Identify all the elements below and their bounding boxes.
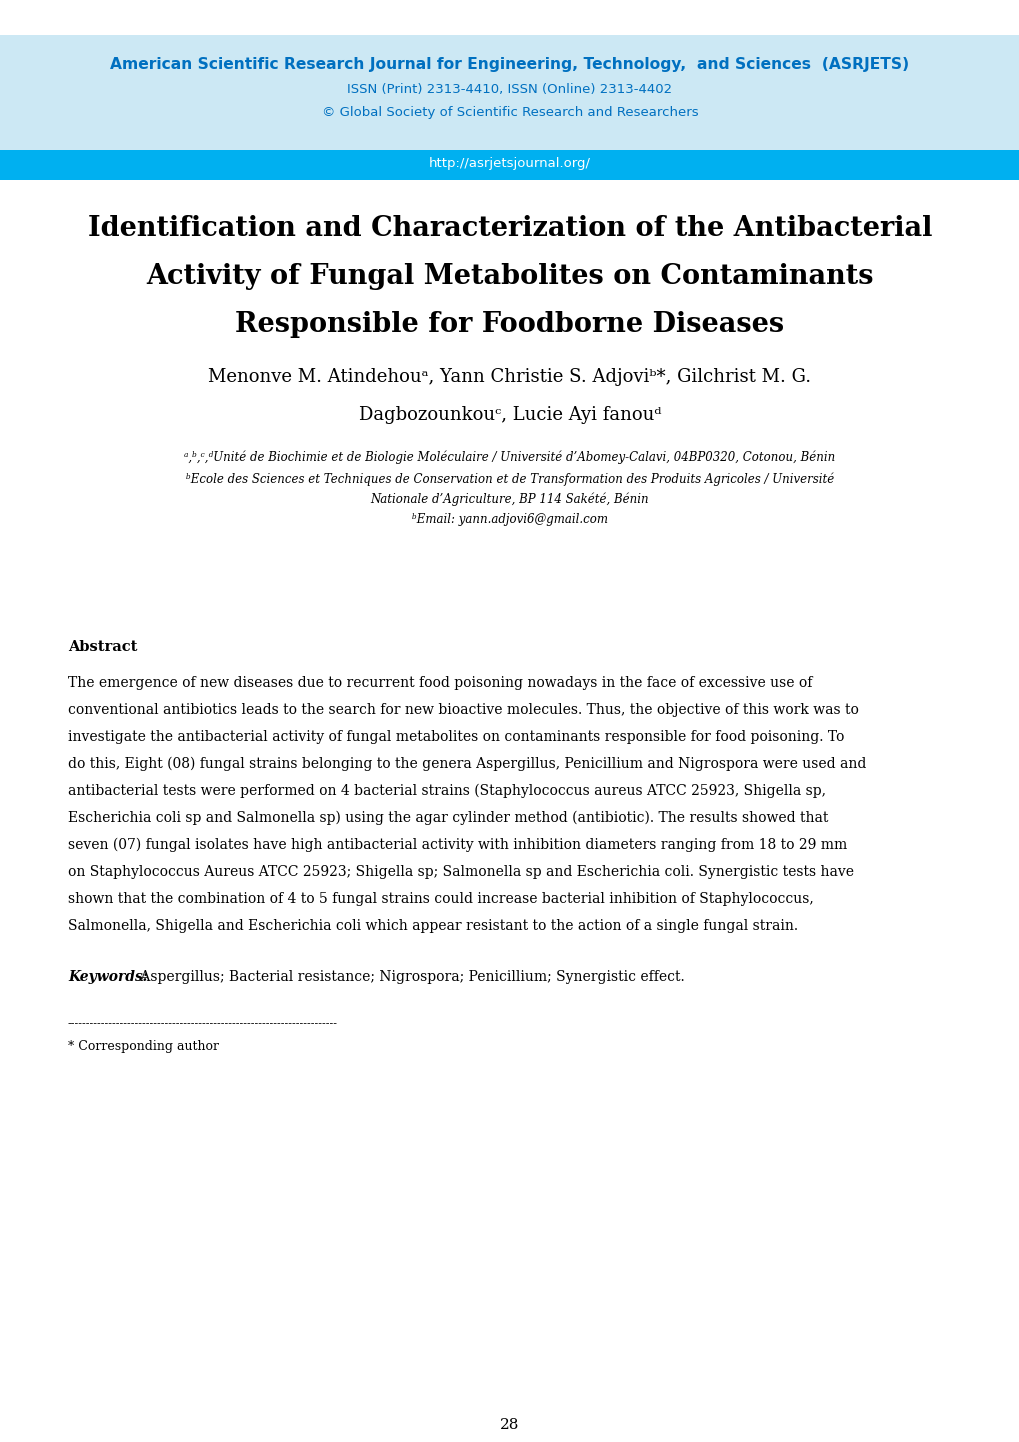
Text: ᵇEmail: yann.adjovi6@gmail.com: ᵇEmail: yann.adjovi6@gmail.com [412,513,607,526]
Text: do this, Eight (08) fungal strains belonging to the genera Aspergillus, Penicill: do this, Eight (08) fungal strains belon… [68,757,865,771]
Text: seven (07) fungal isolates have high antibacterial activity with inhibition diam: seven (07) fungal isolates have high ant… [68,838,847,852]
Text: ᵃ,ᵇ,ᶜ,ᵈUnité de Biochimie et de Biologie Moléculaire / Université d’Abomey-Calav: ᵃ,ᵇ,ᶜ,ᵈUnité de Biochimie et de Biologie… [184,451,835,464]
Text: Aspergillus; Bacterial resistance; Nigrospora; Penicillium; Synergistic effect.: Aspergillus; Bacterial resistance; Nigro… [136,970,684,983]
Text: investigate the antibacterial activity of fungal metabolites on contaminants res: investigate the antibacterial activity o… [68,730,844,744]
FancyBboxPatch shape [0,35,1019,150]
Text: Abstract: Abstract [68,640,138,655]
Text: Escherichia coli sp and Salmonella sp) using the agar cylinder method (antibioti: Escherichia coli sp and Salmonella sp) u… [68,810,827,825]
Text: Activity of Fungal Metabolites on Contaminants: Activity of Fungal Metabolites on Contam… [146,262,873,290]
Text: ------------------------------------------------------------------------: ----------------------------------------… [68,1018,337,1028]
Text: Salmonella, Shigella and Escherichia coli which appear resistant to the action o: Salmonella, Shigella and Escherichia col… [68,919,797,933]
Text: ᵇEcole des Sciences et Techniques de Conservation et de Transformation des Produ: ᵇEcole des Sciences et Techniques de Con… [185,473,834,486]
Text: American Scientific Research Journal for Engineering, Technology,  and Sciences : American Scientific Research Journal for… [110,58,909,72]
Text: Nationale d’Agriculture, BP 114 Sakété, Bénin: Nationale d’Agriculture, BP 114 Sakété, … [370,493,649,506]
Text: http://asrjetsjournal.org/: http://asrjetsjournal.org/ [429,157,590,170]
Text: shown that the combination of 4 to 5 fungal strains could increase bacterial inh: shown that the combination of 4 to 5 fun… [68,893,813,906]
Text: Menonve M. Atindehouᵃ, Yann Christie S. Adjoviᵇ*, Gilchrist M. G.: Menonve M. Atindehouᵃ, Yann Christie S. … [208,368,811,386]
Text: Responsible for Foodborne Diseases: Responsible for Foodborne Diseases [235,311,784,337]
Text: Identification and Characterization of the Antibacterial: Identification and Characterization of t… [88,215,931,242]
Text: © Global Society of Scientific Research and Researchers: © Global Society of Scientific Research … [321,107,698,120]
Text: The emergence of new diseases due to recurrent food poisoning nowadays in the fa: The emergence of new diseases due to rec… [68,676,811,691]
Text: 28: 28 [500,1417,519,1432]
FancyBboxPatch shape [0,150,1019,180]
Text: Keywords:: Keywords: [68,970,148,983]
Text: antibacterial tests were performed on 4 bacterial strains (Staphylococcus aureus: antibacterial tests were performed on 4 … [68,784,825,799]
Text: * Corresponding author: * Corresponding author [68,1040,219,1053]
Text: ISSN (Print) 2313-4410, ISSN (Online) 2313-4402: ISSN (Print) 2313-4410, ISSN (Online) 23… [347,84,672,97]
Text: conventional antibiotics leads to the search for new bioactive molecules. Thus, : conventional antibiotics leads to the se… [68,704,858,717]
Text: on Staphylococcus Aureus ATCC 25923; Shigella sp; Salmonella sp and Escherichia : on Staphylococcus Aureus ATCC 25923; Shi… [68,865,853,880]
Text: Dagbozounkouᶜ, Lucie Ayi fanouᵈ: Dagbozounkouᶜ, Lucie Ayi fanouᵈ [359,407,660,424]
